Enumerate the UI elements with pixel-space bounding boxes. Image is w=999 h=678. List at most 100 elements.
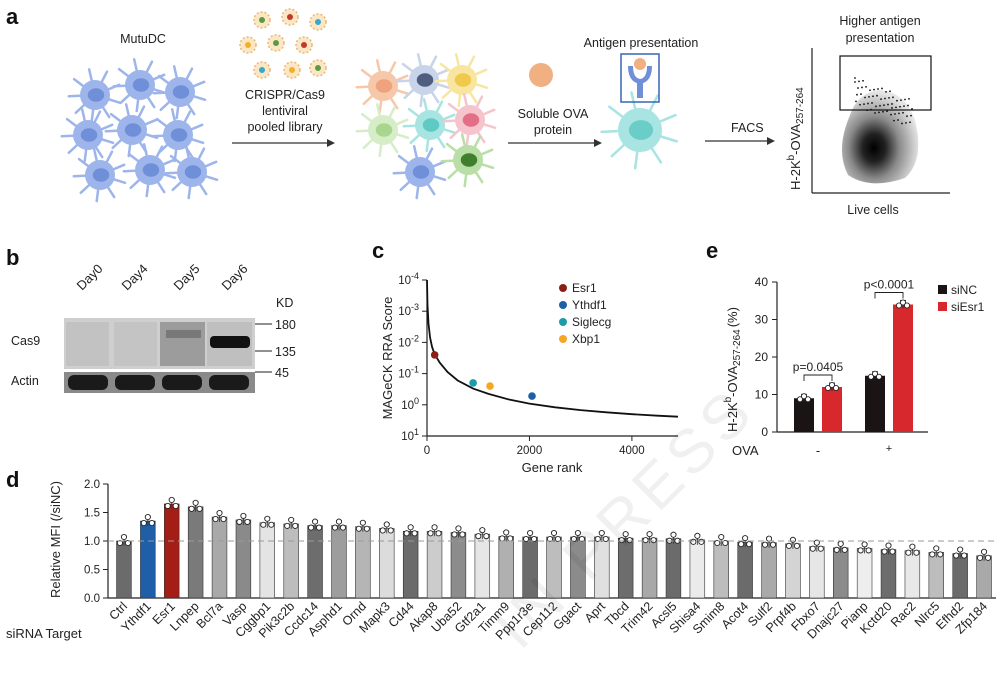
d-y-tick-label: 2.0 [84, 479, 100, 491]
facs-dot [889, 90, 891, 93]
d-replicate-dot [977, 554, 984, 561]
dendritic-cell-icon [392, 145, 447, 200]
facs-dot [886, 110, 888, 113]
virus-icon [309, 13, 327, 31]
e-legend-label: siEsr1 [951, 300, 985, 314]
facs-dot [872, 95, 874, 98]
c-point-xbp1 [486, 382, 494, 390]
d-bars [116, 496, 992, 599]
c-y-tick-label: 10-4 [398, 271, 419, 287]
d-replicate-dot [933, 545, 940, 552]
d-replicate-dot [120, 533, 127, 541]
dendritic-cell-icon [67, 68, 122, 123]
facs-dot [867, 102, 869, 105]
d-replicate-dot [909, 543, 916, 550]
d-replicate-dot [913, 549, 920, 556]
dendritic-cell-icon [164, 145, 219, 200]
kd-label: KD [276, 296, 293, 310]
mw-markers: 180 135 45 [255, 318, 296, 380]
e-x-label: OVA [732, 443, 759, 458]
d-replicate-dot [889, 548, 896, 555]
mw-marker-45: 45 [275, 366, 289, 380]
d-replicate-dot [387, 527, 394, 534]
d-replicate-dot [985, 554, 992, 561]
dendritic-cell-icon [442, 93, 497, 148]
d-replicate-dot [523, 535, 530, 543]
d-bar [331, 525, 347, 599]
c-legend-label: Ythdf1 [572, 298, 607, 312]
e-y-tick-label: 40 [755, 275, 769, 289]
d-bar [856, 548, 873, 599]
facs-dot [854, 81, 856, 83]
d-replicate-dot [785, 542, 792, 549]
d-replicate-dot [292, 522, 299, 529]
c-y-label: MAGeCK RRA Score [380, 297, 395, 420]
d-replicate-dot [260, 521, 267, 528]
d-replicate-dot [841, 546, 848, 553]
d-replicate-dot [451, 531, 458, 538]
d-replicate-dot [236, 518, 243, 525]
facs-dot [855, 100, 857, 103]
d-replicate-dot [116, 539, 123, 547]
d-bar [665, 538, 682, 599]
d-replicate-dot [168, 496, 175, 504]
library-label-line3: pooled library [247, 120, 323, 134]
d-replicate-dot [172, 502, 179, 510]
e-replicate-dot [899, 299, 907, 306]
arrow-icon [232, 139, 335, 147]
facs-dot [877, 88, 879, 90]
d-replicate-dot [817, 545, 824, 552]
d-bar [379, 528, 395, 599]
facs-dot [905, 121, 907, 124]
c-y-tick-label: 10-1 [398, 365, 419, 381]
e-y-tick-label: 20 [755, 350, 769, 364]
dendritic-cell-icon [60, 108, 115, 163]
e-bar [893, 304, 913, 432]
facs-dot [860, 93, 862, 95]
d-replicate-dot [722, 539, 729, 547]
e-replicate-dot [824, 384, 832, 392]
facs-dot [868, 96, 870, 98]
facs-dot [882, 110, 884, 113]
d-replicate-dot [240, 512, 247, 519]
e-legend: siNC siEsr1 [938, 283, 985, 314]
d-bar [211, 516, 228, 599]
d-replicate-dot [937, 551, 944, 558]
d-replicate-dot [881, 548, 888, 555]
c-legend-label: Xbp1 [572, 332, 600, 346]
d-replicate-dot [148, 520, 155, 527]
c-point-esr1 [430, 351, 439, 359]
d-bar [450, 532, 467, 599]
antigen-presentation-label: Antigen presentation [584, 36, 699, 50]
d-bar [116, 540, 132, 599]
facs-dot [881, 87, 883, 90]
facs-dot [911, 108, 913, 110]
d-bar [976, 555, 992, 599]
e-replicate-dot [800, 393, 808, 400]
d-replicate-dot [698, 538, 705, 545]
d-replicate-dot [479, 527, 486, 534]
d-replicate-dot [742, 535, 749, 542]
facs-label: FACS [731, 121, 764, 135]
d-y-label: Relative MFI (/siNC) [48, 481, 63, 598]
facs-dot [893, 119, 895, 122]
d-replicate-dot [192, 499, 199, 506]
facs-dot [906, 115, 908, 118]
d-replicate-dot [833, 546, 840, 553]
e-y-tick-label: 0 [761, 425, 768, 439]
e-replicate-dot [895, 302, 903, 309]
d-replicate-dot [483, 533, 490, 540]
e-y-label: H-2Kb-OVA257-264(%) [723, 307, 743, 432]
d-bar [187, 506, 204, 599]
lane-label: Day5 [171, 261, 203, 293]
facs-density-cloud [841, 90, 919, 184]
panel-label-d: d [6, 467, 19, 492]
d-replicate-dot [363, 525, 370, 532]
facs-dot [887, 103, 889, 106]
ova-percentage-chart: 0 10 20 30 40 p=0.0405 p<0.0001 siNC siEsr1 H-… [723, 275, 985, 458]
e-pvalue-label: p<0.0001 [864, 278, 915, 292]
d-bar [235, 519, 252, 599]
dendritic-cell-icon [122, 143, 177, 198]
d-replicate-dot [268, 521, 275, 528]
d-replicate-dot [602, 535, 609, 543]
